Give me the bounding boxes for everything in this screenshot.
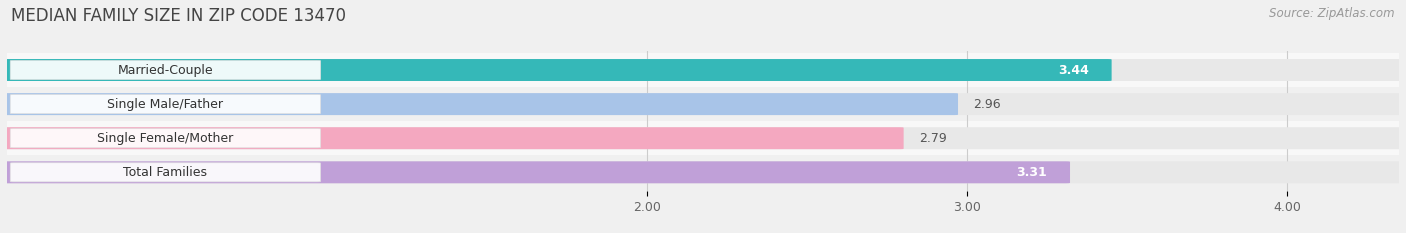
Text: Single Male/Father: Single Male/Father	[107, 98, 224, 111]
FancyBboxPatch shape	[3, 93, 957, 115]
FancyBboxPatch shape	[3, 93, 1403, 115]
FancyBboxPatch shape	[3, 161, 1070, 183]
Text: Source: ZipAtlas.com: Source: ZipAtlas.com	[1270, 7, 1395, 20]
FancyBboxPatch shape	[10, 95, 321, 114]
FancyBboxPatch shape	[7, 87, 1399, 121]
FancyBboxPatch shape	[3, 127, 1403, 149]
FancyBboxPatch shape	[3, 59, 1112, 81]
Text: Married-Couple: Married-Couple	[118, 64, 214, 76]
FancyBboxPatch shape	[10, 61, 321, 79]
FancyBboxPatch shape	[10, 129, 321, 148]
Text: 2.79: 2.79	[920, 132, 946, 145]
FancyBboxPatch shape	[7, 155, 1399, 189]
FancyBboxPatch shape	[7, 53, 1399, 87]
FancyBboxPatch shape	[3, 127, 904, 149]
Text: 3.44: 3.44	[1057, 64, 1088, 76]
FancyBboxPatch shape	[7, 121, 1399, 155]
Text: Total Families: Total Families	[124, 166, 208, 179]
Text: Single Female/Mother: Single Female/Mother	[97, 132, 233, 145]
FancyBboxPatch shape	[10, 163, 321, 182]
FancyBboxPatch shape	[3, 161, 1403, 183]
Text: 3.31: 3.31	[1017, 166, 1047, 179]
Text: MEDIAN FAMILY SIZE IN ZIP CODE 13470: MEDIAN FAMILY SIZE IN ZIP CODE 13470	[11, 7, 346, 25]
FancyBboxPatch shape	[3, 59, 1403, 81]
Text: 2.96: 2.96	[973, 98, 1001, 111]
